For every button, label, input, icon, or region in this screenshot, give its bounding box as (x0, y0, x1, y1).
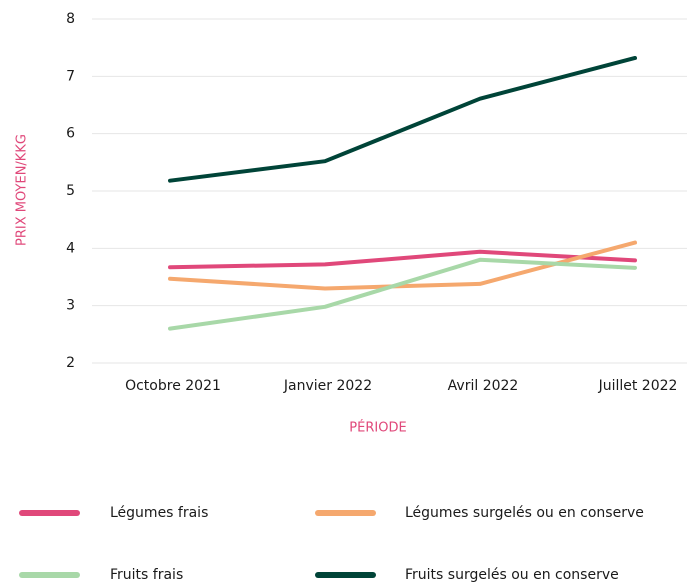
series-line (168, 249, 637, 270)
legend-label: Légumes frais (110, 505, 208, 521)
y-tick-label: 8 (66, 11, 75, 27)
y-tick-label: 4 (66, 240, 75, 256)
x-tick-label: Avril 2022 (448, 378, 519, 394)
x-axis-title: PÉRIODE (349, 420, 406, 436)
y-tick-label: 2 (66, 355, 75, 371)
y-tick-label: 3 (66, 298, 75, 314)
y-tick-label: 7 (66, 68, 75, 84)
y-tick-label: 6 (66, 126, 75, 142)
legend-label: Légumes surgelés ou en conserve (405, 505, 644, 521)
x-tick-label: Juillet 2022 (598, 378, 678, 394)
series-line (168, 257, 637, 331)
legend-label: Fruits surgelés ou en conserve (405, 567, 619, 583)
x-tick-label: Janvier 2022 (283, 378, 372, 394)
y-tick-label: 5 (66, 183, 75, 199)
x-tick-label: Octobre 2021 (125, 378, 221, 394)
legend-label: Fruits frais (110, 567, 183, 583)
series-line (168, 55, 637, 183)
y-axis-title: PRIX MOYEN/KKG (15, 134, 30, 246)
